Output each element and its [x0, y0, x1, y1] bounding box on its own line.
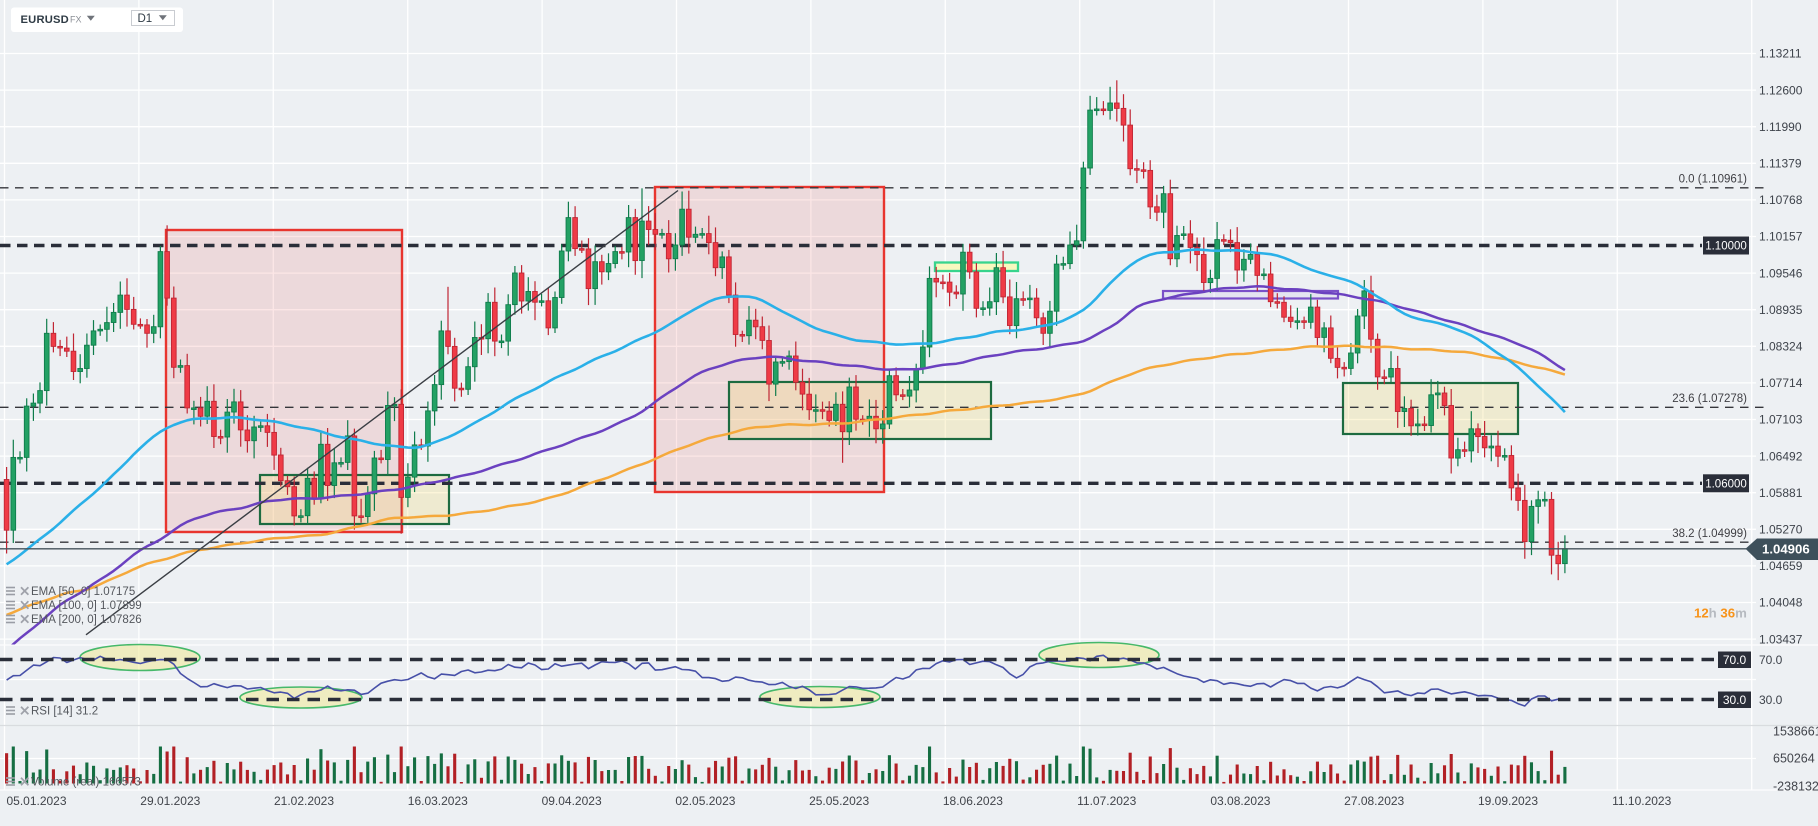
- svg-text:1.09546: 1.09546: [1759, 266, 1803, 280]
- svg-text:1.12600: 1.12600: [1759, 83, 1803, 97]
- svg-text:12h 36m: 12h 36m: [1694, 606, 1747, 621]
- svg-text:-238132: -238132: [1773, 780, 1818, 794]
- svg-text:1.06000: 1.06000: [1705, 478, 1747, 490]
- svg-text:1.11379: 1.11379: [1759, 157, 1802, 171]
- svg-text:1.06492: 1.06492: [1759, 449, 1803, 463]
- svg-text:30.0: 30.0: [1723, 693, 1747, 707]
- svg-text:1.10000: 1.10000: [1705, 241, 1747, 253]
- svg-text:EMA [100, 0] 1.07899: EMA [100, 0] 1.07899: [31, 600, 142, 612]
- svg-text:03.08.2023: 03.08.2023: [1210, 794, 1270, 808]
- svg-text:D1: D1: [138, 13, 153, 25]
- svg-text:1.13211: 1.13211: [1759, 47, 1802, 61]
- svg-text:1.08324: 1.08324: [1759, 340, 1803, 354]
- svg-text:650264: 650264: [1773, 752, 1815, 766]
- svg-text:23.6 (1.07278): 23.6 (1.07278): [1672, 393, 1747, 405]
- svg-text:1.04048: 1.04048: [1759, 596, 1803, 610]
- svg-text:EURUSD: EURUSD: [21, 14, 69, 26]
- svg-text:27.08.2023: 27.08.2023: [1344, 794, 1404, 808]
- svg-text:1.03437: 1.03437: [1759, 632, 1803, 646]
- svg-text:70.0: 70.0: [1759, 653, 1783, 667]
- svg-text:30.0: 30.0: [1759, 693, 1783, 707]
- svg-text:1.07714: 1.07714: [1759, 376, 1803, 390]
- svg-text:1.05270: 1.05270: [1759, 523, 1803, 537]
- svg-text:1.10768: 1.10768: [1759, 193, 1803, 207]
- svg-text:EMA [200, 0] 1.07826: EMA [200, 0] 1.07826: [31, 614, 142, 626]
- svg-text:1.05881: 1.05881: [1759, 486, 1803, 500]
- svg-text:70.0: 70.0: [1723, 653, 1747, 667]
- svg-text:05.01.2023: 05.01.2023: [6, 794, 66, 808]
- svg-text:25.05.2023: 25.05.2023: [809, 794, 869, 808]
- svg-text:02.05.2023: 02.05.2023: [675, 794, 735, 808]
- svg-text:18.06.2023: 18.06.2023: [943, 794, 1003, 808]
- svg-text:1.04906: 1.04906: [1762, 542, 1810, 557]
- svg-text:1.07103: 1.07103: [1759, 413, 1803, 427]
- svg-text:19.09.2023: 19.09.2023: [1478, 794, 1538, 808]
- svg-text:21.02.2023: 21.02.2023: [274, 794, 334, 808]
- svg-text:38.2 (1.04999): 38.2 (1.04999): [1672, 528, 1747, 540]
- svg-text:Volume (real) 166573: Volume (real) 166573: [31, 777, 141, 789]
- svg-text:1.11990: 1.11990: [1759, 120, 1802, 134]
- svg-text:1538661: 1538661: [1773, 725, 1818, 739]
- svg-text:29.01.2023: 29.01.2023: [140, 794, 200, 808]
- svg-text:16.03.2023: 16.03.2023: [408, 794, 468, 808]
- svg-text:EMA [50, 0] 1.07175: EMA [50, 0] 1.07175: [31, 586, 135, 598]
- svg-text:11.07.2023: 11.07.2023: [1077, 794, 1136, 808]
- svg-text:1.10157: 1.10157: [1759, 230, 1803, 244]
- svg-text:RSI [14] 31.2: RSI [14] 31.2: [31, 706, 98, 718]
- svg-text:FX: FX: [70, 14, 82, 24]
- svg-text:09.04.2023: 09.04.2023: [542, 794, 602, 808]
- svg-text:1.04659: 1.04659: [1759, 559, 1803, 573]
- svg-text:11.10.2023: 11.10.2023: [1612, 794, 1671, 808]
- svg-text:1.08935: 1.08935: [1759, 303, 1803, 317]
- svg-text:0.0 (1.10961): 0.0 (1.10961): [1679, 174, 1748, 186]
